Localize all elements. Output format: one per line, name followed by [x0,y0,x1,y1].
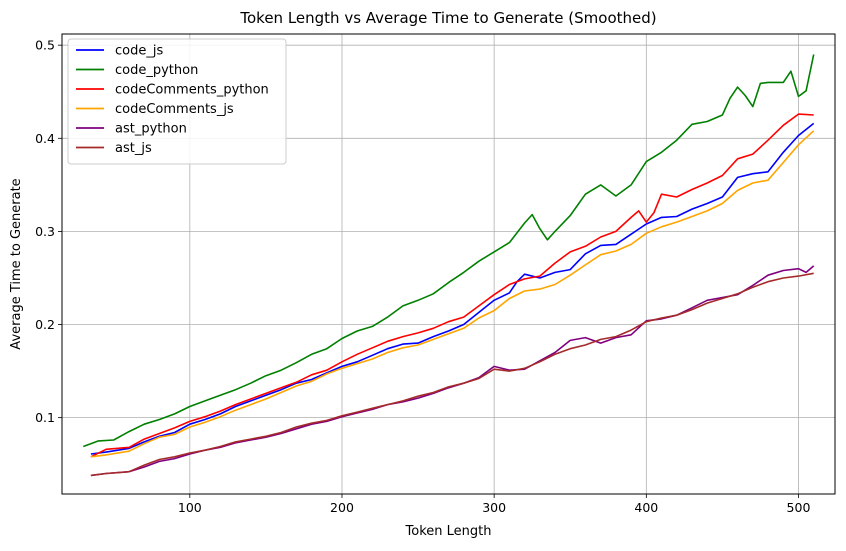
series-line-codeComments_js [90,130,815,458]
x-tick-label: 100 [178,500,202,515]
y-tick-label: 0.1 [35,410,55,425]
series-line-ast_js [90,272,814,477]
y-tick-label: 0.5 [35,38,55,53]
legend-label-ast_python: ast_python [115,122,187,137]
legend-label-code_js: code_js [115,44,163,59]
grid [62,34,835,494]
legend-label-codeComments_python: codeComments_python [115,83,269,98]
legend-box [67,38,287,165]
series-line-code_python [83,54,815,448]
legend-label-ast_js: ast_js [115,141,152,156]
x-tick-label: 400 [634,500,658,515]
axis-ticks: 100 200 300 400 500 0.1 0.2 0.3 0.4 0.5 [35,38,810,515]
legend: code_js code_python codeComments_pythoncod… [67,38,287,165]
y-axis-label: Average Time to Generate [9,178,24,349]
y-tick-label: 0.2 [35,317,55,332]
x-tick-label: 300 [482,500,506,515]
x-tick-label: 200 [330,500,354,515]
series-lines [83,54,815,477]
series-line-codeComments_python [90,113,814,458]
chart-title: Token Length vs Average Time to Generate… [239,9,656,27]
legend-label-code_python: code_python [115,63,198,78]
x-tick-label: 500 [787,500,811,515]
y-tick-label: 0.3 [35,224,55,239]
legend-label-codeComments_js: codeComments_js [115,102,234,117]
x-axis-label: Token Length [405,524,492,539]
y-tick-label: 0.4 [35,131,55,146]
series-line-ast_python [90,265,815,477]
plot-frame [61,33,836,495]
series-line-code_js [90,122,815,455]
